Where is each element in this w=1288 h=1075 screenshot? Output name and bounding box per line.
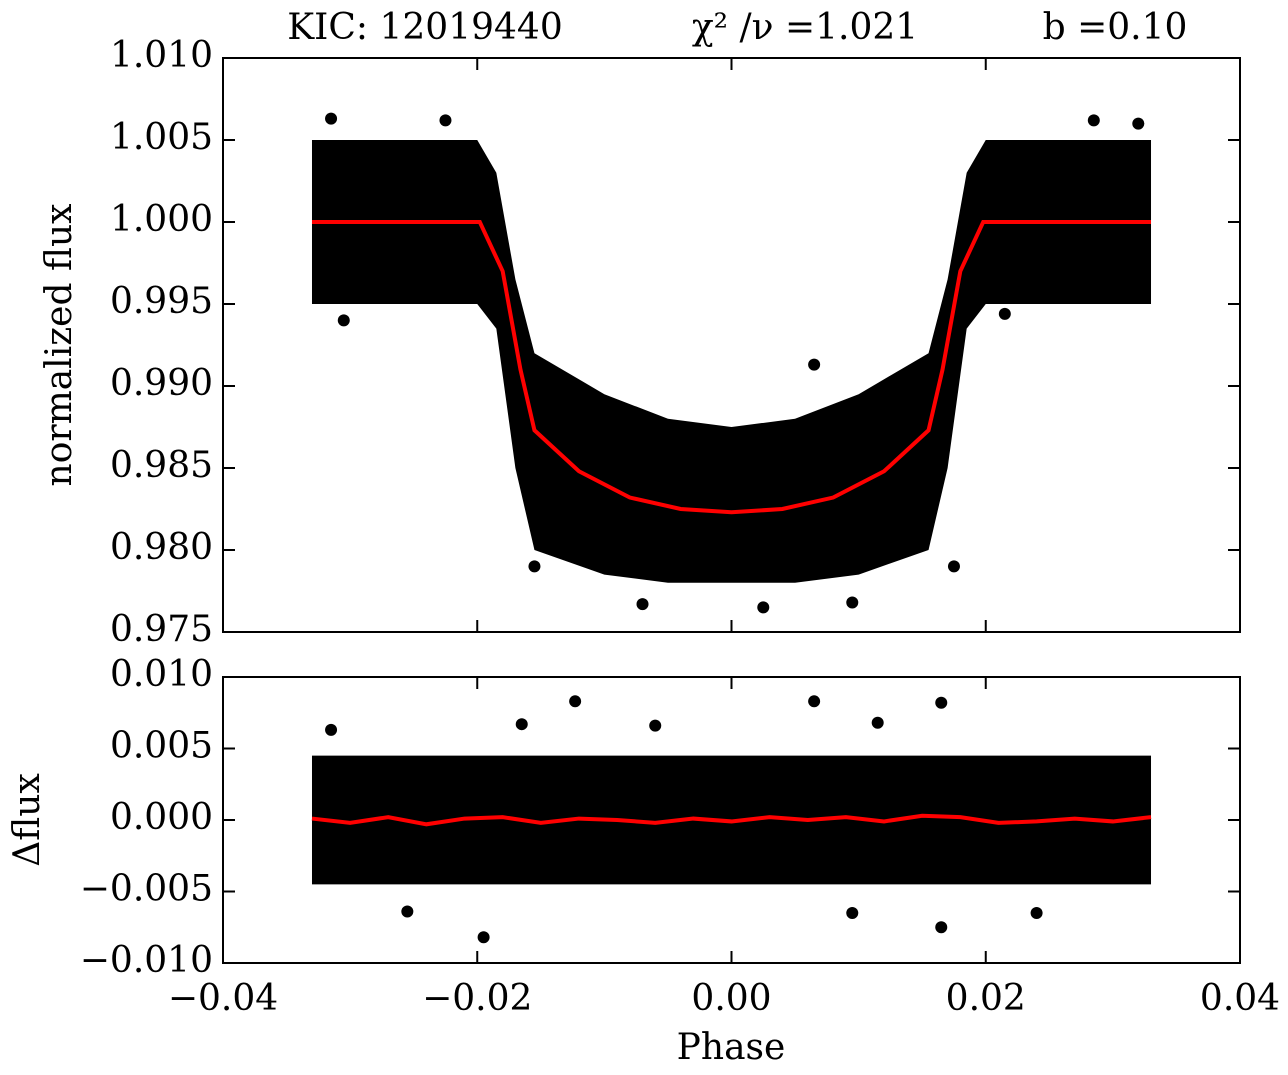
data-point xyxy=(636,598,649,611)
y-tick-label: 1.000 xyxy=(110,199,213,240)
data-point xyxy=(515,718,528,731)
y-tick-label: 1.010 xyxy=(110,35,213,76)
data-cloud xyxy=(311,140,1152,583)
y-tick-label: −0.005 xyxy=(80,869,213,910)
y-tick-label: 0.995 xyxy=(110,281,213,322)
data-point xyxy=(528,560,541,573)
data-point xyxy=(1030,906,1043,919)
data-point xyxy=(808,358,821,371)
data-point xyxy=(337,314,350,327)
data-point xyxy=(325,112,338,125)
y-tick-label: 0.980 xyxy=(110,527,213,568)
y-tick-label: −0.010 xyxy=(80,940,213,981)
data-point xyxy=(649,719,662,732)
data-point xyxy=(757,601,770,614)
data-point xyxy=(935,921,948,934)
data-point xyxy=(439,114,452,127)
title-b: b =0.10 xyxy=(1043,7,1188,48)
data-point xyxy=(935,696,948,709)
y-tick-label: 0.990 xyxy=(110,363,213,404)
data-point xyxy=(325,723,338,736)
data-point xyxy=(1087,114,1100,127)
model-line xyxy=(311,220,1152,515)
y-axis-label: Δflux xyxy=(7,773,48,867)
x-tick-label: 0.04 xyxy=(1200,978,1280,1019)
title-id: KIC: 12019440 xyxy=(287,7,562,48)
data-point xyxy=(1132,117,1145,130)
data-point xyxy=(477,931,490,944)
x-tick-label: −0.04 xyxy=(168,978,278,1019)
data-point xyxy=(846,596,859,609)
y-tick-label: 0.975 xyxy=(110,609,213,650)
data-point xyxy=(846,906,859,919)
y-tick-label: 0.000 xyxy=(110,797,213,838)
y-tick-label: 1.005 xyxy=(110,117,213,158)
data-point xyxy=(998,307,1011,320)
data-point xyxy=(808,695,821,708)
x-tick-label: −0.02 xyxy=(422,978,532,1019)
title-chi2: χ² /ν =1.021 xyxy=(692,7,918,48)
x-axis-label: Phase xyxy=(677,1027,786,1068)
data-point xyxy=(871,716,884,729)
x-tick-label: 0.00 xyxy=(691,978,771,1019)
y-tick-label: 0.005 xyxy=(110,726,213,767)
data-point xyxy=(569,695,582,708)
x-tick-label: 0.02 xyxy=(946,978,1026,1019)
model-line xyxy=(311,813,1152,827)
y-axis-label: normalized flux xyxy=(39,204,80,487)
data-point xyxy=(947,560,960,573)
y-tick-label: 0.985 xyxy=(110,445,213,486)
y-tick-label: 0.010 xyxy=(110,654,213,695)
data-point xyxy=(401,905,414,918)
